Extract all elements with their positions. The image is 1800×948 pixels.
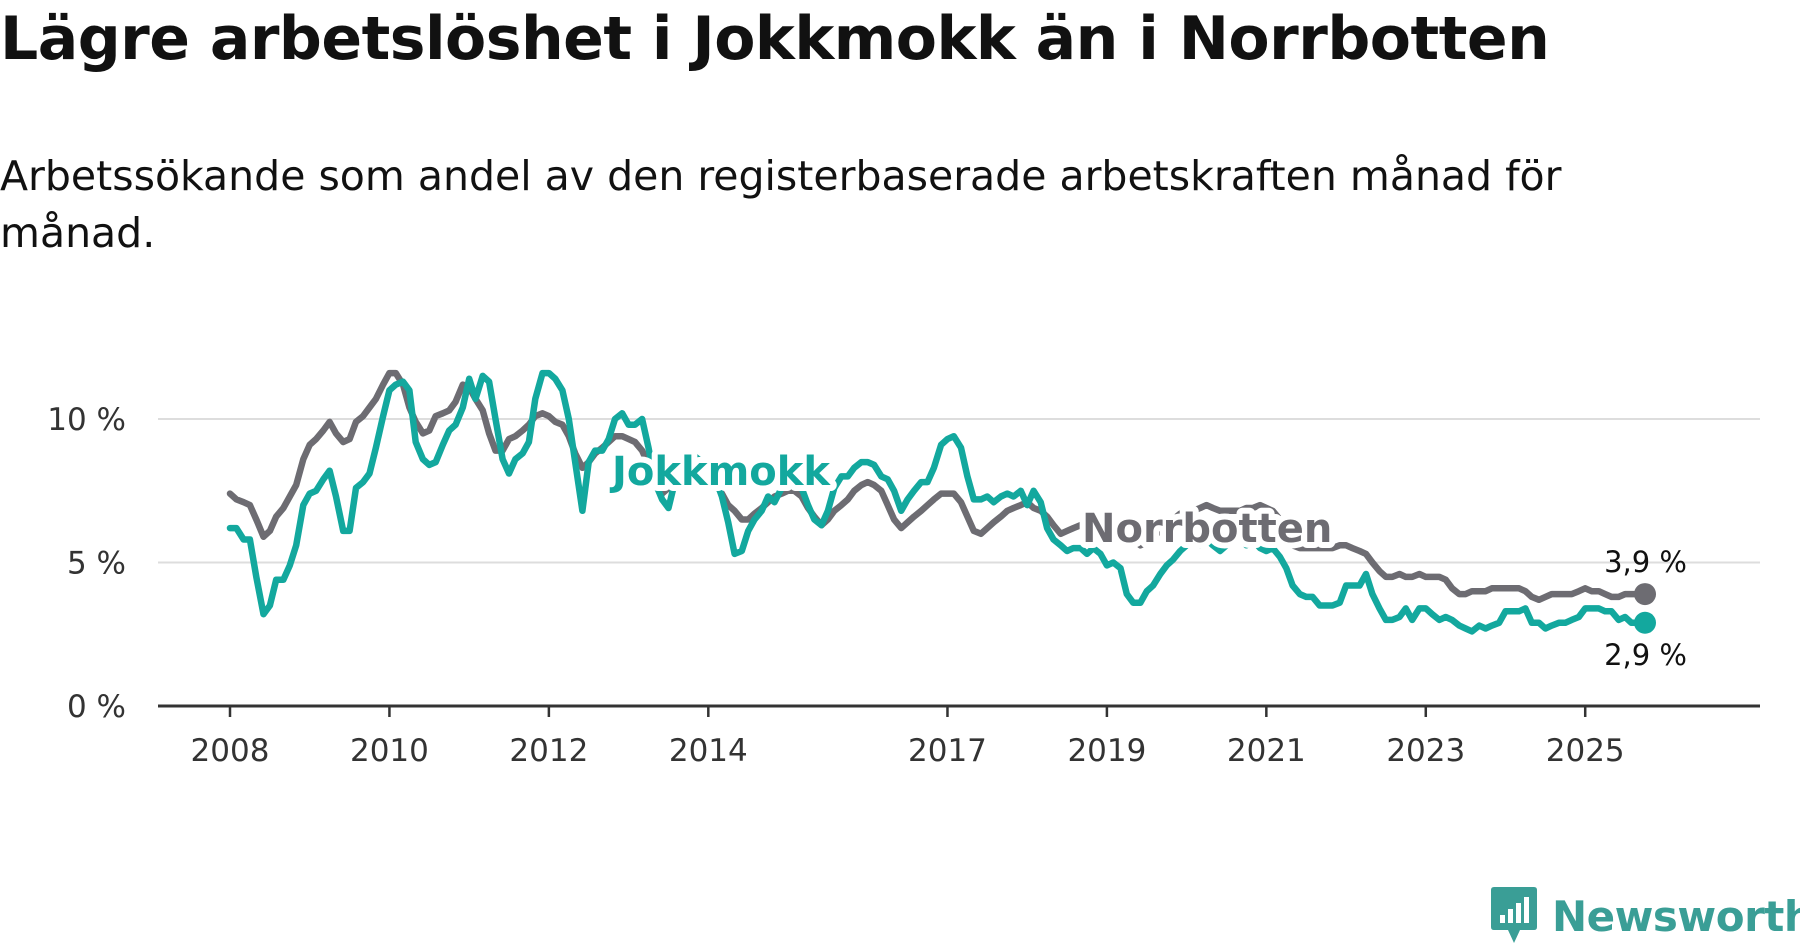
axes: 0 % 5 % 10 % 2008 2010 2012 2014 2017 2019 2021 20… bbox=[47, 402, 1760, 769]
gridlines bbox=[158, 418, 1760, 564]
end-label-norrbotten: 3,9 % bbox=[1604, 545, 1687, 579]
series-label-norrbotten: Norrbotten bbox=[1082, 506, 1332, 552]
y-tick-label: 10 % bbox=[47, 402, 126, 438]
series-labels: Jokkmokk Norrbotten 3,9 % 2,9 % bbox=[603, 443, 1687, 672]
newsworthy-logo: Newsworthy bbox=[1490, 885, 1800, 947]
y-tick-label: 5 % bbox=[67, 546, 126, 582]
x-tick-label: 2012 bbox=[509, 733, 588, 769]
chart-title: Lägre arbetslöshet i Jokkmokk än i Norrb… bbox=[0, 4, 1550, 74]
y-tick-label: 0 % bbox=[67, 689, 126, 725]
x-tick-label: 2008 bbox=[191, 733, 270, 769]
series-line-jokkmokk bbox=[226, 369, 1649, 635]
x-tick-label: 2014 bbox=[669, 733, 748, 769]
x-tick-label: 2023 bbox=[1386, 733, 1465, 769]
newsworthy-logo-icon bbox=[1491, 887, 1537, 943]
end-label-jokkmokk: 2,9 % bbox=[1604, 638, 1687, 672]
chart-subtitle: Arbetssökande som andel av den registerb… bbox=[0, 152, 1562, 257]
series-line-norrbotten bbox=[226, 369, 1649, 604]
x-tick-label: 2019 bbox=[1067, 733, 1146, 769]
x-tick-label: 2025 bbox=[1546, 733, 1625, 769]
series-label-jokkmokk: Jokkmokk bbox=[609, 449, 831, 495]
series-lines bbox=[226, 369, 1656, 635]
end-point-jokkmokk bbox=[1634, 611, 1656, 634]
x-tick-label: 2017 bbox=[908, 733, 987, 769]
newsworthy-logo-text: Newsworthy bbox=[1552, 891, 1800, 941]
end-point-norrbotten bbox=[1634, 583, 1656, 606]
x-tick-label: 2021 bbox=[1227, 733, 1306, 769]
x-tick-label: 2010 bbox=[350, 733, 429, 769]
